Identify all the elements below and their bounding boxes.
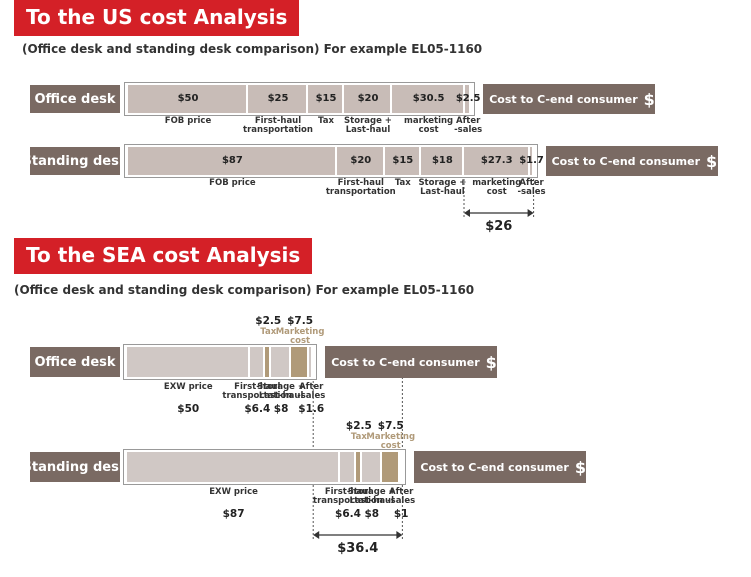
segment-label: Marketing cost <box>275 327 325 346</box>
segment-label: Marketing cost <box>366 432 416 451</box>
value-label: $2.5 <box>255 315 282 327</box>
total-value: $76 <box>485 352 520 372</box>
bar-segment <box>392 85 466 113</box>
segment-label: Storage + Last-haul <box>257 382 306 401</box>
segment-label: First-haul transportation <box>325 178 396 197</box>
row-label: Office desk <box>30 347 120 377</box>
segment-label: Storage + Last-haul <box>344 116 392 135</box>
value-label: $15 <box>315 93 337 104</box>
segment-label: First-haul transportation <box>243 116 313 135</box>
total-box: Cost to C-end consumer $143 <box>483 84 688 114</box>
segment-label: FOB price <box>164 116 212 126</box>
bar-segment <box>340 452 356 482</box>
bar-segment <box>248 85 308 113</box>
bar-segment <box>465 85 472 113</box>
value-label: $8 <box>273 403 289 415</box>
bar-segment <box>309 347 314 377</box>
total-box: Cost to C-end consumer $76 <box>325 346 519 378</box>
bar-segment <box>128 147 337 175</box>
value-label: $1 <box>393 508 409 520</box>
bar-segment <box>127 347 250 377</box>
section-title: To the SEA cost Analysis <box>14 238 313 274</box>
difference-label: $26 <box>485 219 513 234</box>
value-label: $25 <box>267 93 289 104</box>
total-label: Cost to C-end consumer <box>489 92 638 106</box>
segment-label: First-haul transportation <box>222 382 293 401</box>
total-box: Cost to C-end consumer $112.4 <box>414 451 637 483</box>
bar-segment <box>128 85 248 113</box>
segment-label: First-haul transportation <box>313 487 383 506</box>
total-box: Cost to C-end consumer $169 <box>545 146 751 176</box>
value-label: $20 <box>350 155 372 166</box>
segment-label: Tax <box>394 178 411 188</box>
segment-label: After -sales <box>297 382 326 401</box>
value-label: $7.5 <box>377 420 404 432</box>
bar-segment <box>464 147 530 175</box>
bar-segment <box>265 347 272 377</box>
total-label: Cost to C-end consumer <box>420 460 569 474</box>
segment-label: EXW price <box>163 382 213 392</box>
bar-segment <box>399 452 403 482</box>
value-label: $18 <box>431 155 453 166</box>
bar-segment <box>344 85 392 113</box>
bar-segment <box>336 147 385 175</box>
value-label: $30.5 <box>412 93 445 104</box>
segment-label: FOB price <box>209 178 256 188</box>
row-label: Office desk <box>30 85 120 113</box>
value-label: $6.4 <box>244 403 271 415</box>
segment-label: Storage + Last-haul <box>347 487 396 506</box>
segment-label: Storage + Last-haul <box>418 178 467 197</box>
bar-segment <box>529 147 534 175</box>
difference-label: $36.4 <box>337 541 379 556</box>
total-value: $143 <box>643 89 689 109</box>
bar-segment <box>290 347 310 377</box>
bar-segment <box>381 452 400 482</box>
value-label: $87 <box>222 508 245 520</box>
segment-label: Tax <box>260 327 277 337</box>
bar-segment <box>308 85 344 113</box>
total-label: Cost to C-end consumer <box>551 154 701 168</box>
row-label: Standing desk <box>23 147 127 175</box>
segment-label: EXW price <box>209 487 258 497</box>
value-label: $50 <box>177 93 199 104</box>
total-value: $169 <box>706 151 751 171</box>
segment-label: After -sales <box>517 178 546 197</box>
section-subtitle: (Office desk and standing desk compariso… <box>14 283 475 297</box>
bar-segment <box>361 452 382 482</box>
value-label: $1.7 <box>519 155 544 166</box>
value-label: $2.5 <box>345 420 372 432</box>
segment-label: marketing cost <box>472 178 522 197</box>
bar-segment <box>384 147 421 175</box>
value-label: $27.3 <box>480 155 513 166</box>
bar-segment <box>249 347 266 377</box>
value-label: $15 <box>392 155 414 166</box>
section-subtitle: (Office desk and standing desk compariso… <box>22 42 483 56</box>
row-label: Standing desk <box>23 452 127 482</box>
segment-label: After -sales <box>454 116 483 135</box>
value-label: $20 <box>357 93 379 104</box>
value-label: $1.6 <box>298 403 325 415</box>
segment-label: Tax <box>350 432 367 442</box>
value-label: $50 <box>177 403 200 415</box>
value-label: $6.4 <box>335 508 361 520</box>
segment-label: After -sales <box>387 487 416 506</box>
section-title: To the US cost Analysis <box>14 0 300 36</box>
total-label: Cost to C-end consumer <box>331 355 480 369</box>
value-label: $2.5 <box>455 93 481 104</box>
total-value: $112.4 <box>574 457 637 477</box>
bar-segment <box>127 452 341 482</box>
value-label: $8 <box>364 508 380 520</box>
value-label: $7.5 <box>287 315 314 327</box>
segment-label: Tax <box>318 116 334 126</box>
segment-label: marketing cost <box>404 116 454 135</box>
bar-segment <box>355 452 362 482</box>
value-label: $87 <box>221 155 243 166</box>
bar-segment <box>271 347 291 377</box>
bar-segment <box>420 147 464 175</box>
